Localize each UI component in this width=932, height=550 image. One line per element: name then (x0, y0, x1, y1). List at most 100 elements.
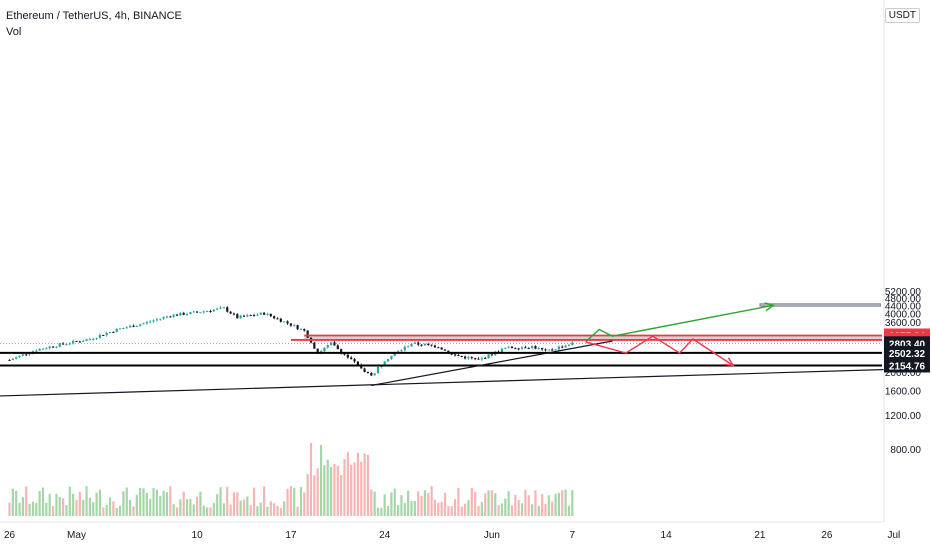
volume-bar (474, 492, 477, 516)
volume-bar (55, 493, 58, 516)
bullish-scenario-path-arrowhead (764, 302, 775, 312)
candle-body (192, 311, 195, 313)
volume-bar (393, 488, 396, 516)
candle-body (517, 348, 520, 350)
time-tick-label: 14 (661, 530, 673, 541)
candle-body (443, 349, 447, 351)
volume-bar (417, 491, 420, 516)
time-tick-label: May (67, 530, 86, 541)
candle-body (159, 318, 162, 320)
volume-bar (242, 499, 246, 516)
candle-body (122, 328, 125, 330)
volume-bar (440, 501, 443, 516)
price-tick-label: 5200.00 (885, 287, 922, 298)
candle-body (115, 328, 118, 333)
candle-body (41, 348, 45, 350)
volume-bar (259, 502, 262, 516)
candle-body (323, 347, 326, 352)
time-axis: 26 May 10 17 24 Jun 7 14 21 26 Jul (0, 521, 901, 541)
volume-bar (182, 491, 185, 516)
candle-body (172, 314, 175, 317)
volume-bar (51, 506, 55, 516)
candle-body (500, 348, 504, 353)
volume-bar (537, 505, 540, 516)
candle-body (393, 353, 396, 356)
candle-body (427, 344, 430, 346)
candle-body (82, 340, 85, 342)
candle-body (92, 338, 95, 340)
volume-bars (8, 443, 574, 516)
candle-body (256, 314, 259, 316)
volume-bar (480, 502, 483, 516)
volume-bar (500, 503, 504, 516)
candle-body (480, 358, 483, 360)
volume-bar (510, 505, 514, 516)
candle-body (175, 314, 179, 316)
candle-body (98, 334, 102, 339)
candle-body (423, 344, 426, 346)
time-tick-label: 17 (285, 530, 297, 541)
volume-bar (92, 502, 95, 516)
candle-body (212, 309, 215, 312)
candle-body (490, 354, 493, 356)
volume-bar (534, 490, 537, 516)
volume-bar (557, 492, 560, 516)
candle-body (273, 316, 276, 319)
candle-body (165, 316, 169, 318)
candle-body (567, 344, 571, 346)
candle-body (330, 342, 333, 345)
volume-bar (216, 494, 219, 516)
volume-bar (313, 475, 316, 516)
candle-body (430, 344, 433, 346)
volume-bar (125, 487, 128, 516)
candle-body (132, 325, 135, 327)
candle-body (263, 312, 266, 315)
candle-body (249, 315, 252, 317)
candle-body (182, 312, 185, 315)
candle-body (400, 350, 403, 352)
volume-bar (303, 492, 306, 516)
currency-selector[interactable]: USDT (884, 8, 920, 23)
volume-bar (256, 506, 259, 516)
volume-bar (296, 506, 299, 516)
volume-bar (85, 486, 88, 516)
candle-body (139, 324, 142, 326)
volume-bar (541, 493, 544, 516)
volume-bar (58, 497, 61, 516)
candle-body (169, 316, 172, 318)
volume-bar (544, 503, 547, 516)
time-tick-label: Jun (484, 530, 500, 541)
volume-bar (229, 504, 232, 516)
volume-bar (514, 494, 517, 516)
volume-bar (366, 454, 370, 516)
candle-body (537, 348, 540, 350)
volume-bar (35, 502, 38, 516)
candle-body (547, 349, 550, 351)
candle-body (196, 311, 199, 313)
time-tick-label: Jul (888, 530, 901, 541)
price-tick-label: 1200.00 (885, 411, 922, 422)
candle-body (152, 320, 155, 322)
volume-bar (494, 493, 497, 516)
candle-body (239, 315, 242, 319)
candle-body (155, 319, 158, 321)
candle-body (356, 361, 359, 365)
candle-body (72, 340, 75, 344)
volume-bar (252, 487, 256, 516)
candle-body (386, 359, 390, 362)
volume-bar (115, 507, 118, 516)
volume-bar (38, 490, 41, 516)
volume-bar (15, 490, 18, 516)
candle-body (206, 311, 209, 313)
price-label-text: 2154.76 (889, 361, 926, 372)
candle-body (417, 342, 420, 345)
candle-body (383, 361, 386, 365)
volume-bar (105, 504, 108, 516)
volume-bar (88, 497, 91, 516)
volume-bar (400, 495, 403, 516)
volume-bar (283, 501, 286, 516)
volume-bar (206, 507, 209, 516)
volume-bar (517, 500, 520, 516)
candle-body (252, 315, 256, 317)
